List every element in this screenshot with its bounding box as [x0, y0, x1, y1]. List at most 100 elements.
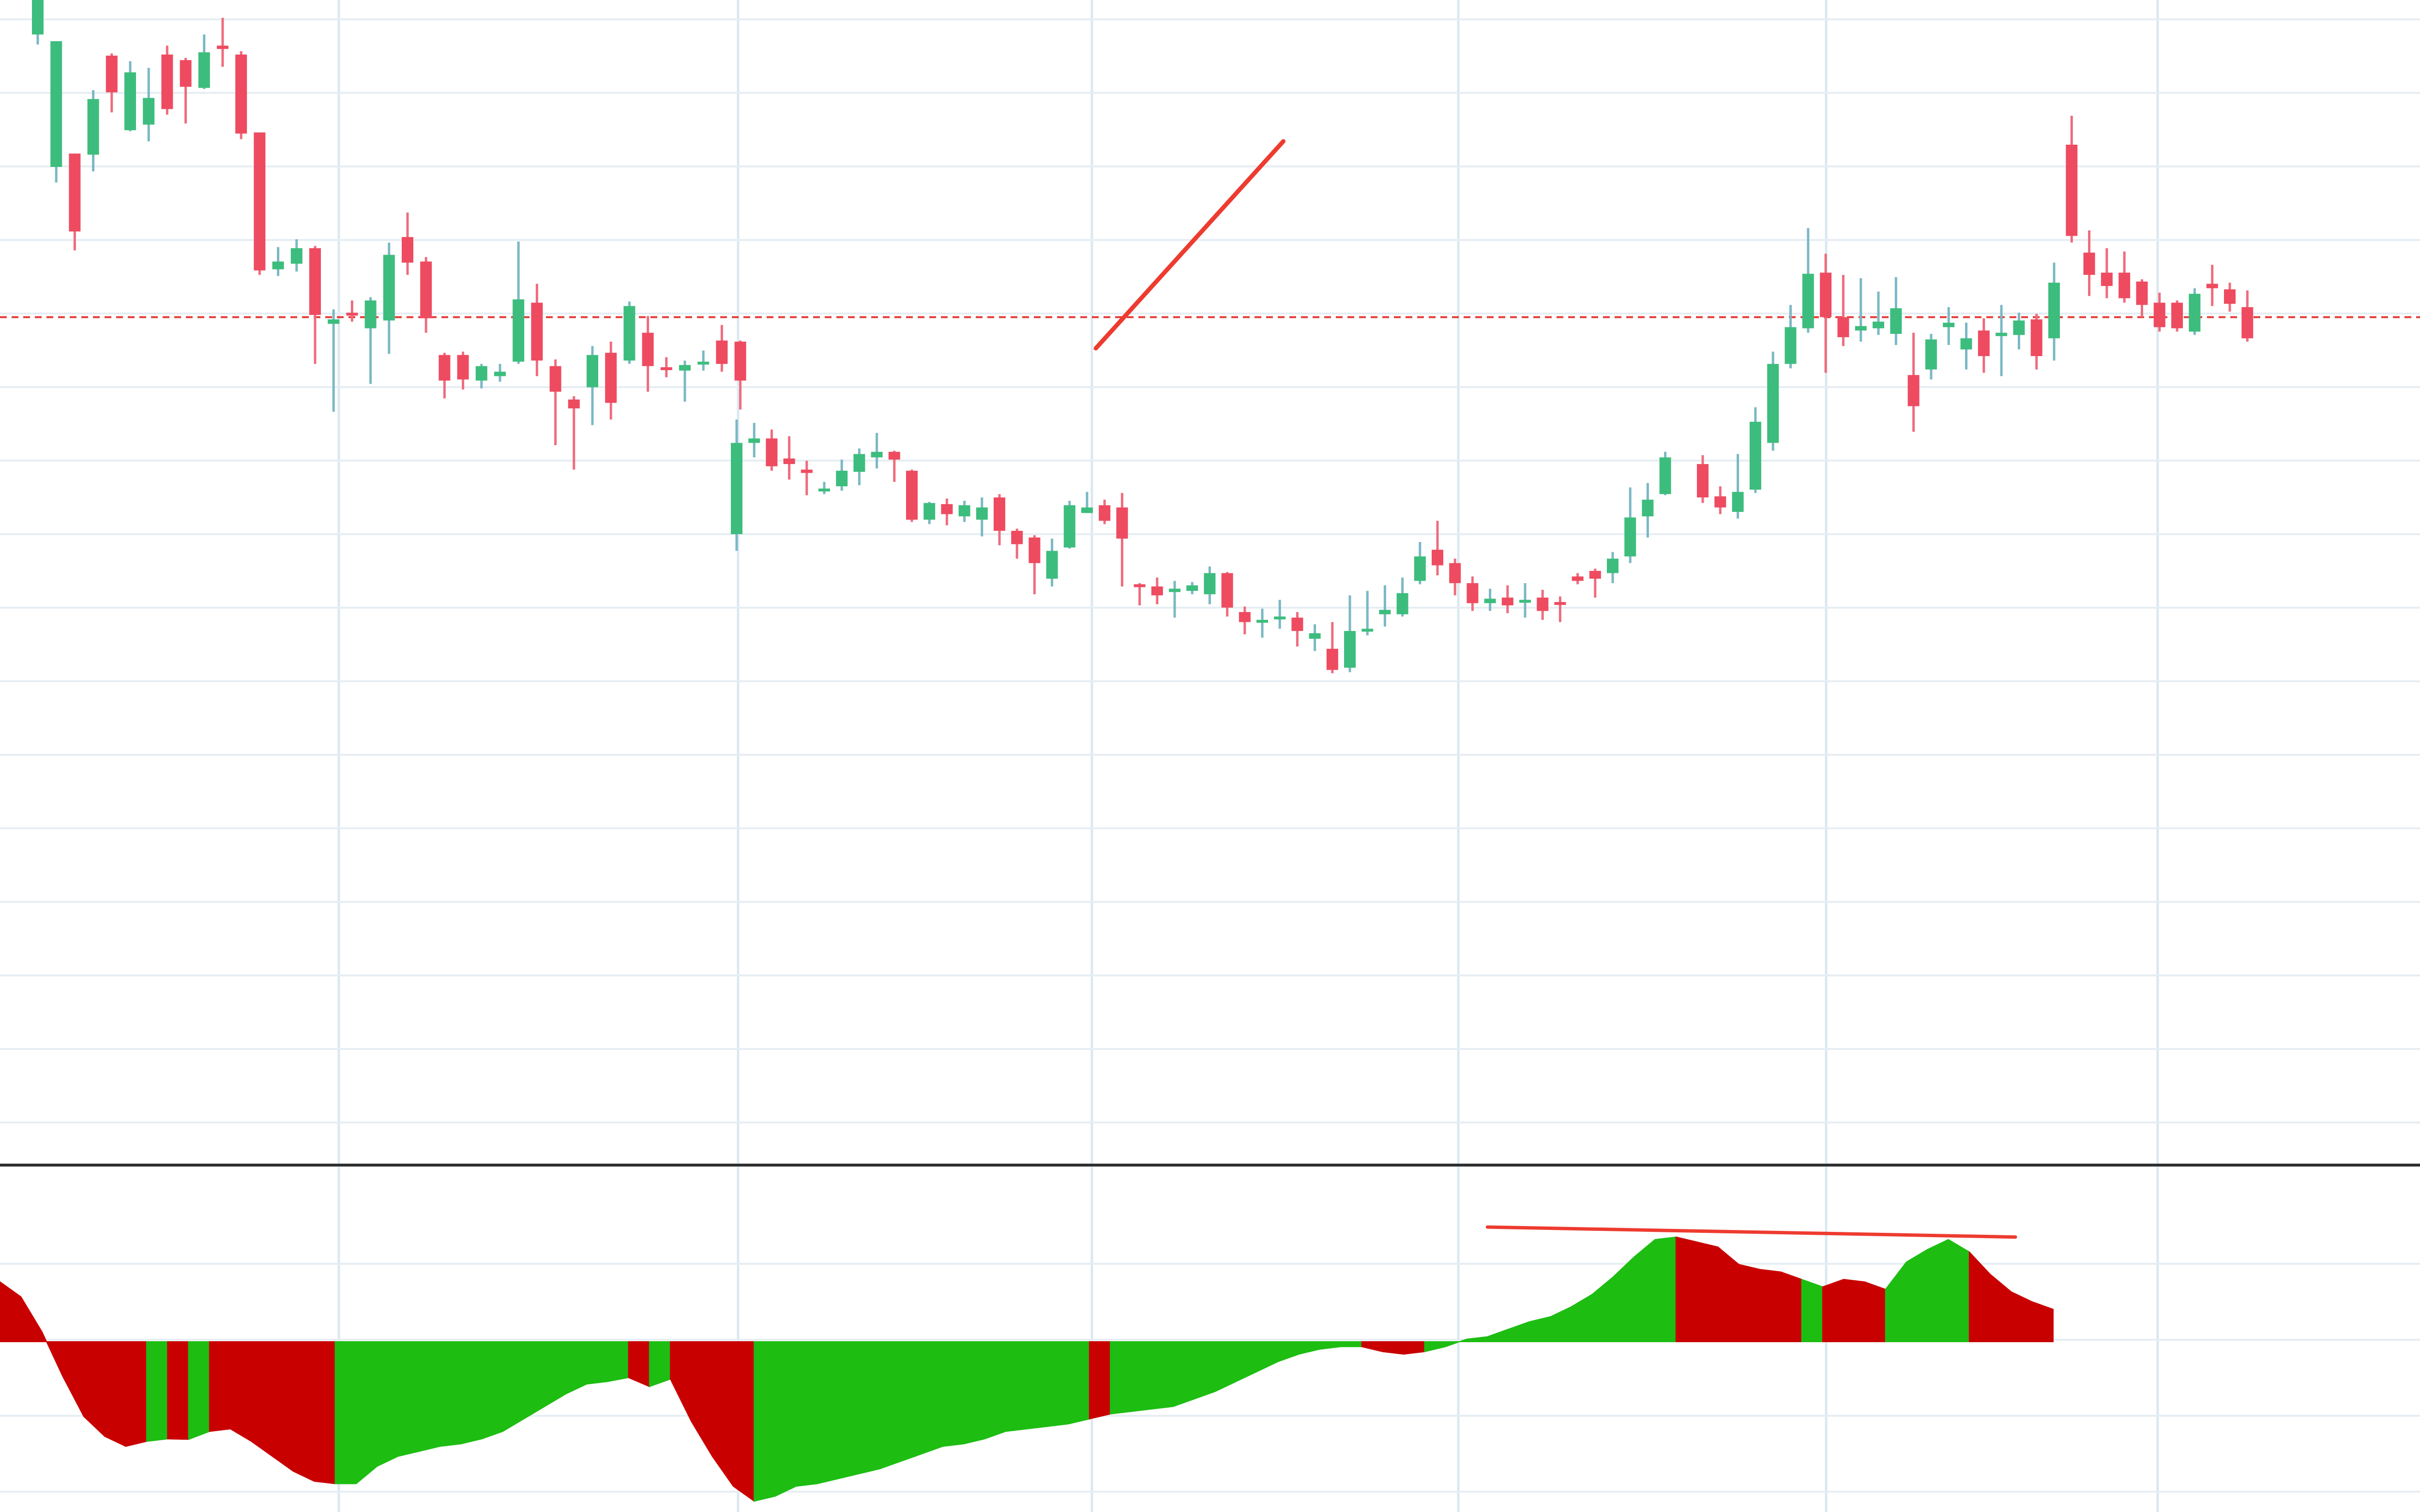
candle-down [766, 438, 778, 466]
candle-up [1519, 599, 1531, 603]
candle-down [605, 353, 617, 403]
candle-down [1028, 537, 1041, 563]
candle-down [2206, 284, 2218, 288]
candle-down [1432, 550, 1443, 566]
candle-up [1379, 610, 1391, 614]
momentum-area-negative-momentum [167, 1341, 189, 1440]
candle-up [1943, 323, 1955, 328]
momentum-area-positive-momentum [1801, 1278, 1823, 1342]
oscillator-trendline [1485, 1225, 2017, 1239]
momentum-area-negative-momentum [1675, 1236, 1802, 1342]
candle-down [420, 261, 432, 318]
candle-down [254, 132, 266, 270]
candle-down [801, 469, 813, 473]
candle-down [217, 45, 228, 49]
candle-down [1537, 598, 1549, 611]
candle-up [87, 99, 99, 155]
candle-down [2083, 253, 2095, 275]
oscillator-panel [0, 1225, 2054, 1502]
candle-up [1802, 273, 1814, 329]
candle-up [1890, 308, 1902, 334]
candle-down [568, 399, 580, 409]
candle-down [783, 458, 795, 464]
candle-down [1239, 612, 1251, 622]
candle-down [642, 332, 654, 366]
candle-down [457, 355, 469, 380]
candle-up [1732, 492, 1744, 512]
candle-down [1291, 617, 1303, 631]
candle-up [731, 443, 742, 534]
candle-down [1907, 375, 1920, 406]
candle-up [2189, 294, 2201, 332]
candle-up [494, 372, 506, 376]
candle-down [309, 248, 321, 315]
candle-up [818, 488, 830, 492]
momentum-area-positive-momentum [334, 1341, 629, 1484]
candle-up [475, 366, 487, 381]
momentum-area-positive-momentum [649, 1341, 671, 1388]
candle-down [888, 451, 900, 460]
momentum-area-negative-momentum [628, 1341, 650, 1388]
candle-up [871, 451, 883, 458]
candle-up [124, 72, 136, 131]
candle-down [1467, 583, 1479, 603]
candle-up [1361, 629, 1374, 632]
candle-down [1554, 602, 1566, 605]
candle-up [1925, 339, 1937, 370]
candle-up [1960, 338, 1972, 350]
momentum-area-positive-momentum [188, 1341, 210, 1440]
momentum-area-positive-momentum [146, 1341, 168, 1442]
candle-down [1714, 496, 1726, 508]
candle-down [1326, 648, 1338, 670]
candle-up [198, 52, 210, 88]
candle-up [748, 438, 760, 443]
candle-up [328, 319, 340, 324]
candle-down [549, 366, 561, 392]
candle-up [1396, 593, 1408, 614]
candle-up [1767, 364, 1779, 443]
candle-down [161, 54, 173, 109]
candle-down [1820, 272, 1832, 317]
price-panel [0, 0, 2420, 674]
candle-up [1186, 585, 1198, 591]
candle-up [679, 365, 691, 371]
candle-up [1344, 631, 1356, 668]
candle-down [1011, 531, 1023, 544]
candle-up [1607, 558, 1618, 573]
candle-down [1449, 563, 1461, 584]
candle-down [2066, 145, 2078, 236]
candle-down [1697, 464, 1709, 498]
candle-down [716, 340, 728, 364]
candle-down [180, 60, 192, 87]
candle-up [623, 306, 635, 361]
candle-up [1996, 332, 2008, 336]
candle-up [1081, 507, 1093, 513]
candle-down [69, 153, 81, 232]
candle-down [235, 54, 247, 134]
candle-up [272, 261, 284, 269]
momentum-area-positive-momentum [1424, 1236, 1677, 1352]
candle-down [1572, 576, 1584, 581]
candle-up [143, 98, 155, 125]
momentum-area-negative-momentum [1361, 1341, 1425, 1355]
candle-down [2030, 319, 2042, 356]
candle-up [32, 0, 44, 35]
candle-down [2136, 281, 2148, 305]
candle-down [2153, 302, 2165, 328]
candle-up [2013, 320, 2025, 335]
candle-up [1484, 599, 1496, 603]
candle-up [1873, 321, 1884, 329]
candle-down [106, 56, 118, 92]
candle-up [587, 355, 598, 388]
candle-up [1274, 616, 1286, 620]
candle-down [2224, 289, 2236, 304]
candle-down [2241, 307, 2254, 339]
candle-up [1855, 326, 1867, 331]
candle-down [1134, 584, 1146, 587]
candle-down [660, 367, 672, 370]
candle-down [1099, 505, 1111, 521]
momentum-area-negative-momentum [0, 1281, 147, 1447]
momentum-area-positive-momentum [1885, 1239, 1970, 1342]
